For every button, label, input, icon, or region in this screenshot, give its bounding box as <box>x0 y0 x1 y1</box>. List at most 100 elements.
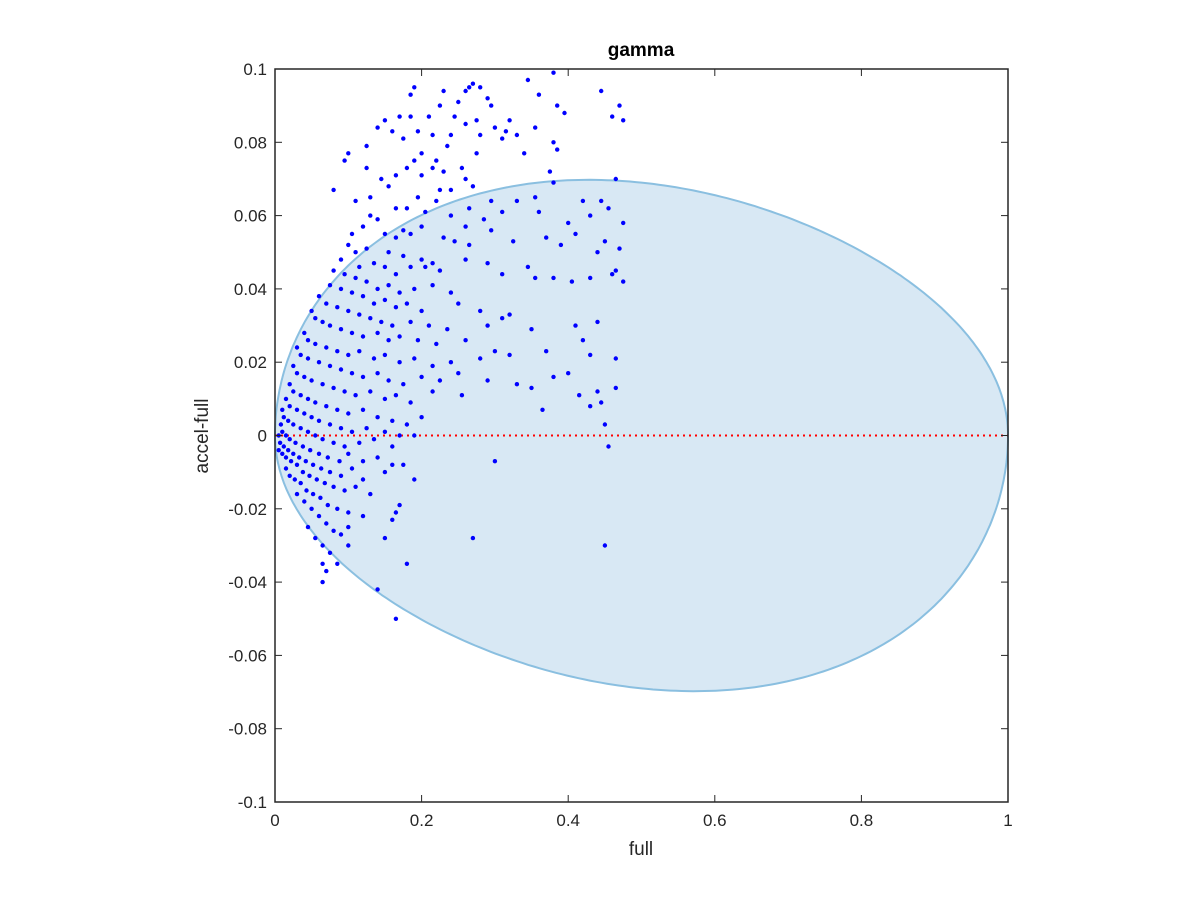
data-point <box>470 81 476 86</box>
x-tick-label: 0.8 <box>850 811 874 830</box>
data-point <box>327 469 333 475</box>
data-point <box>335 506 340 511</box>
data-point <box>375 286 380 292</box>
data-point <box>357 349 362 354</box>
data-point <box>533 195 538 200</box>
data-point <box>346 543 351 548</box>
data-point <box>485 378 490 383</box>
data-point <box>327 363 333 369</box>
data-point <box>382 118 388 123</box>
data-point <box>606 444 611 449</box>
data-point <box>338 327 344 332</box>
data-point <box>335 349 340 354</box>
data-point <box>613 176 618 182</box>
data-point <box>599 400 604 405</box>
data-point <box>580 198 586 204</box>
data-point <box>404 206 410 211</box>
data-point <box>382 535 388 541</box>
data-point <box>511 239 516 244</box>
data-point <box>621 279 626 284</box>
data-point <box>500 272 505 277</box>
data-point <box>393 206 399 211</box>
data-point <box>327 323 333 328</box>
data-point <box>309 378 314 383</box>
data-point <box>331 187 336 193</box>
data-point <box>324 521 329 526</box>
data-point <box>588 404 593 409</box>
data-point <box>382 352 388 358</box>
data-point <box>408 231 413 237</box>
data-point <box>474 118 479 123</box>
data-point <box>478 132 483 138</box>
data-point <box>599 198 604 204</box>
data-point <box>412 286 417 292</box>
data-point <box>320 561 325 566</box>
y-tick-label: 0 <box>258 427 267 446</box>
data-point <box>346 411 351 416</box>
data-point <box>456 371 461 376</box>
data-point <box>281 415 286 420</box>
data-point <box>335 407 340 412</box>
data-point <box>294 345 300 350</box>
y-tick-label: -0.1 <box>238 793 267 812</box>
data-point <box>292 477 297 482</box>
x-tick-label: 1 <box>1003 811 1012 830</box>
data-point <box>456 99 461 105</box>
data-point <box>599 88 604 94</box>
data-point <box>390 444 395 449</box>
data-point <box>441 88 446 94</box>
data-point <box>375 587 380 592</box>
data-point <box>610 114 615 119</box>
data-point <box>338 473 344 478</box>
data-point <box>346 151 351 156</box>
data-point <box>404 561 410 566</box>
data-point <box>349 371 355 376</box>
data-point <box>382 231 388 237</box>
data-point <box>303 459 308 464</box>
data-point <box>283 396 289 402</box>
data-point <box>489 228 494 233</box>
data-point <box>397 334 402 339</box>
data-point <box>302 411 307 416</box>
data-point <box>338 532 344 537</box>
data-point <box>305 396 311 402</box>
data-point <box>507 352 512 358</box>
data-point <box>419 415 424 420</box>
data-point <box>325 502 330 508</box>
data-point <box>569 279 575 284</box>
data-point <box>441 235 446 240</box>
data-point <box>324 568 329 574</box>
data-point <box>430 165 435 171</box>
data-point <box>562 110 567 116</box>
data-point <box>375 415 380 420</box>
data-point <box>415 129 421 134</box>
data-point <box>314 477 319 482</box>
data-point <box>401 253 406 259</box>
data-point <box>371 437 377 442</box>
data-point <box>294 462 300 467</box>
data-point <box>353 484 358 489</box>
data-point <box>291 422 296 427</box>
data-point <box>430 283 435 288</box>
data-point <box>313 316 318 321</box>
data-point <box>353 198 358 204</box>
data-point <box>331 528 336 533</box>
data-point <box>331 385 336 391</box>
data-point <box>485 96 490 101</box>
data-point <box>320 543 325 548</box>
data-point <box>529 385 534 391</box>
data-point <box>357 264 362 270</box>
data-point <box>390 517 395 522</box>
data-point <box>481 217 487 222</box>
data-point <box>437 268 443 273</box>
data-point <box>309 415 314 420</box>
data-point <box>404 422 410 427</box>
axes-layer: 0 0.2 0.4 0.6 0.8 1 -0.1 -0.08 -0.06 -0.04 -0.02 0 0… <box>228 60 1012 830</box>
data-point <box>276 448 281 453</box>
data-point <box>602 422 608 427</box>
data-point <box>353 275 358 281</box>
data-point <box>507 118 512 123</box>
data-point <box>319 466 324 471</box>
data-point <box>478 85 483 90</box>
data-point <box>342 488 347 493</box>
